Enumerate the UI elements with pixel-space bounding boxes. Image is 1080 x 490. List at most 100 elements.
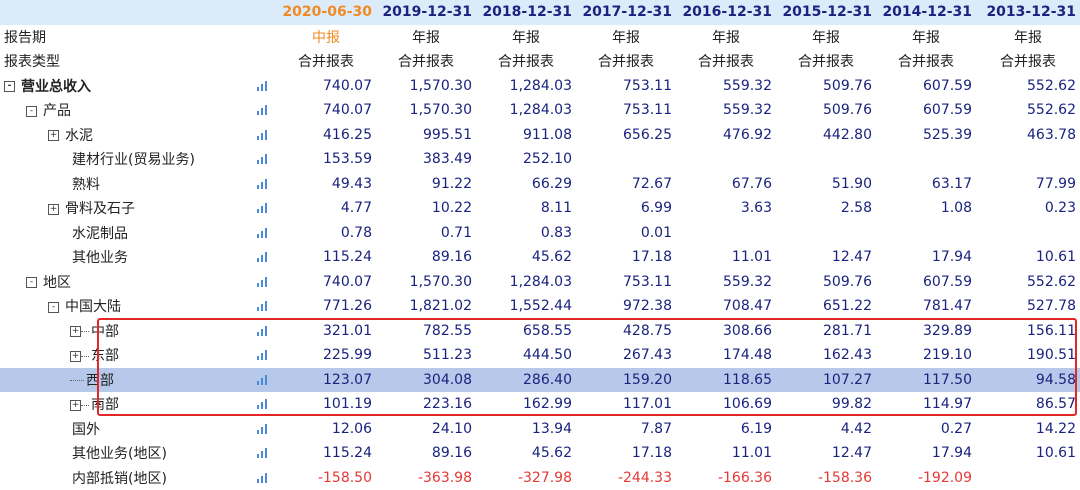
table-row[interactable]: - 中国大陆 771.26 1,821.02 1,552.44 972.38 708.47 6… (0, 294, 1080, 319)
column-header-date[interactable]: 2016-12-31 (676, 0, 776, 25)
collapse-toggle-icon[interactable]: - (48, 301, 59, 313)
column-header-date[interactable]: 2017-12-31 (576, 0, 676, 25)
tree-connector (70, 380, 84, 382)
tree-connector (81, 331, 89, 333)
value-cell: 123.07 (276, 367, 376, 392)
row-label: 国外 (72, 421, 100, 438)
row-label: 水泥制品 (72, 225, 128, 242)
table-row[interactable]: 国外 12.06 24.10 13.94 7.87 6.19 4.42 0.27 14.22 (0, 417, 1080, 442)
bar-chart-icon[interactable] (257, 129, 268, 140)
bar-chart-icon[interactable] (257, 252, 268, 262)
row-label: 南部 (91, 397, 119, 414)
table-row[interactable]: + 水泥 416.25 995.51 911.08 656.25 476.92 442.80 5… (0, 123, 1080, 148)
value-cell: 17.94 (931, 249, 972, 266)
bar-chart-icon[interactable] (257, 80, 268, 91)
report-type-cell: 合并报表 (698, 54, 754, 71)
value-cell: 281.71 (823, 322, 872, 339)
value-cell: 0.01 (640, 224, 672, 241)
bar-chart-icon[interactable] (257, 203, 268, 213)
bar-chart-icon[interactable] (257, 472, 268, 483)
table-row[interactable]: 其他业务 115.24 89.16 45.62 17.18 11.01 12.47 17.94… (0, 245, 1080, 270)
value-cell: -363.98 (417, 469, 472, 486)
value-cell: -158.36 (817, 469, 872, 486)
value-cell: 0.23 (1044, 200, 1076, 217)
table-row[interactable]: - 产品 740.07 1,570.30 1,284.03 753.11 559.32 509… (0, 98, 1080, 123)
value-cell: 444.50 (523, 347, 572, 364)
expand-toggle-icon[interactable]: + (70, 326, 81, 338)
value-cell: 740.07 (323, 273, 372, 290)
bar-chart-icon[interactable] (257, 350, 268, 360)
bar-chart-icon[interactable] (257, 276, 268, 287)
value-cell: 1,552.44 (509, 298, 572, 315)
table-row[interactable]: 建材行业(贸易业务) 153.59 383.49 252.10 (0, 147, 1080, 172)
value-cell: 559.32 (723, 77, 772, 94)
column-header-date[interactable]: 2019-12-31 (376, 0, 476, 25)
collapse-toggle-icon[interactable]: - (26, 105, 37, 117)
tree-connector (81, 404, 89, 406)
value-cell: 0.78 (340, 224, 372, 241)
report-type-cell: 合并报表 (1000, 54, 1056, 71)
column-header-date[interactable]: 2018-12-31 (476, 0, 576, 25)
expand-toggle-icon[interactable]: + (70, 399, 81, 411)
value-cell: 509.76 (823, 102, 872, 119)
expand-toggle-icon[interactable]: + (48, 203, 59, 215)
report-period-cell: 年报 (712, 29, 740, 46)
bar-chart-icon[interactable] (257, 374, 268, 385)
table-row[interactable]: 其他业务(地区) 115.24 89.16 45.62 17.18 11.01 12.47 1… (0, 441, 1080, 466)
row-label-cell: + 水泥 (0, 123, 276, 148)
collapse-toggle-icon[interactable]: - (26, 277, 37, 289)
value-cell: 4.77 (340, 200, 372, 217)
column-header-date[interactable]: 2020-06-30 (276, 0, 376, 25)
bar-chart-icon[interactable] (257, 178, 268, 189)
expand-toggle-icon[interactable]: + (70, 350, 81, 362)
collapse-toggle-icon[interactable]: - (4, 81, 15, 93)
value-cell: 607.59 (923, 273, 972, 290)
row-label-cell: 其他业务(地区) (0, 441, 276, 466)
value-cell: -192.09 (917, 469, 972, 486)
row-label: 产品 (43, 103, 71, 120)
value-cell: 1.08 (940, 200, 972, 217)
bar-chart-icon[interactable] (257, 154, 268, 164)
value-cell: 252.10 (523, 151, 572, 168)
row-label: 地区 (43, 274, 71, 291)
bar-chart-icon[interactable] (257, 325, 268, 336)
table-row[interactable]: + 东部 225.99 511.23 444.50 267.43 174.48 162.43 2… (0, 343, 1080, 368)
table-row[interactable]: 熟料 49.43 91.22 66.29 72.67 67.76 51.90 63.17 77.… (0, 172, 1080, 197)
table-row[interactable]: + 南部 101.19 223.16 162.99 117.01 106.69 99.82 11… (0, 392, 1080, 417)
bar-chart-icon[interactable] (257, 301, 268, 311)
value-cell: 115.24 (323, 445, 372, 462)
row-label: 其他业务 (72, 250, 128, 267)
value-cell: 8.11 (540, 200, 572, 217)
value-cell: 13.94 (531, 420, 572, 437)
bar-chart-icon[interactable] (257, 423, 268, 434)
bar-chart-icon[interactable] (257, 399, 268, 409)
value-cell: -244.33 (617, 469, 672, 486)
column-header-date[interactable]: 2015-12-31 (776, 0, 876, 25)
value-cell: 509.76 (823, 77, 872, 94)
value-cell: 708.47 (723, 298, 772, 315)
bar-chart-icon[interactable] (257, 105, 268, 115)
table-row[interactable]: + 骨料及石子 4.77 10.22 8.11 6.99 3.63 2.58 1.08 0.23 (0, 196, 1080, 221)
bar-chart-icon[interactable] (257, 227, 268, 238)
bar-chart-icon[interactable] (257, 448, 268, 458)
row-label: 其他业务(地区) (72, 446, 167, 463)
row-label-cell: 建材行业(贸易业务) (0, 147, 276, 172)
value-cell: 117.50 (876, 367, 976, 392)
value-cell: 17.18 (631, 249, 672, 266)
value-cell: 656.25 (623, 126, 672, 143)
column-header-date[interactable]: 2014-12-31 (876, 0, 976, 25)
table-row[interactable]: 内部抵销(地区) -158.50 -363.98 -327.98 -244.33 -166… (0, 466, 1080, 490)
value-cell: 428.75 (623, 322, 672, 339)
value-cell: 559.32 (723, 273, 772, 290)
value-cell: 1,821.02 (409, 298, 472, 315)
table-row[interactable]: - 地区 740.07 1,570.30 1,284.03 753.11 559.32 509… (0, 270, 1080, 295)
table-row[interactable]: + 中部 321.01 782.55 658.55 428.75 308.66 281.71 3… (0, 319, 1080, 344)
table-row[interactable]: 西部 123.07 304.08 286.40 159.20 118.65 107.27 11… (0, 367, 1080, 392)
value-cell: 0.71 (440, 224, 472, 241)
table-row[interactable]: - 营业总收入 740.07 1,570.30 1,284.03 753.11 559.32… (0, 74, 1080, 99)
table-row[interactable]: 水泥制品 0.78 0.71 0.83 0.01 (0, 221, 1080, 246)
expand-toggle-icon[interactable]: + (48, 130, 59, 142)
value-cell: 45.62 (531, 249, 572, 266)
column-header-date[interactable]: 2013-12-31 (976, 0, 1080, 25)
